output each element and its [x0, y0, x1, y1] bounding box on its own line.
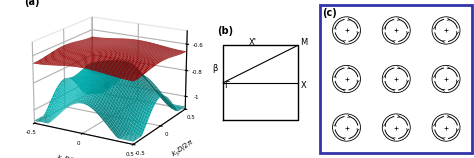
Text: X: X [301, 81, 306, 90]
Text: M: M [301, 38, 308, 47]
Y-axis label: $k_yD/2\pi$: $k_yD/2\pi$ [170, 137, 197, 158]
Text: (c): (c) [322, 8, 337, 18]
Text: (b): (b) [217, 26, 233, 36]
Text: X': X' [249, 38, 257, 47]
FancyBboxPatch shape [320, 5, 473, 153]
X-axis label: $k_xD/2\pi$: $k_xD/2\pi$ [55, 153, 82, 158]
Text: Γ: Γ [225, 81, 229, 90]
Text: (a): (a) [24, 0, 39, 7]
